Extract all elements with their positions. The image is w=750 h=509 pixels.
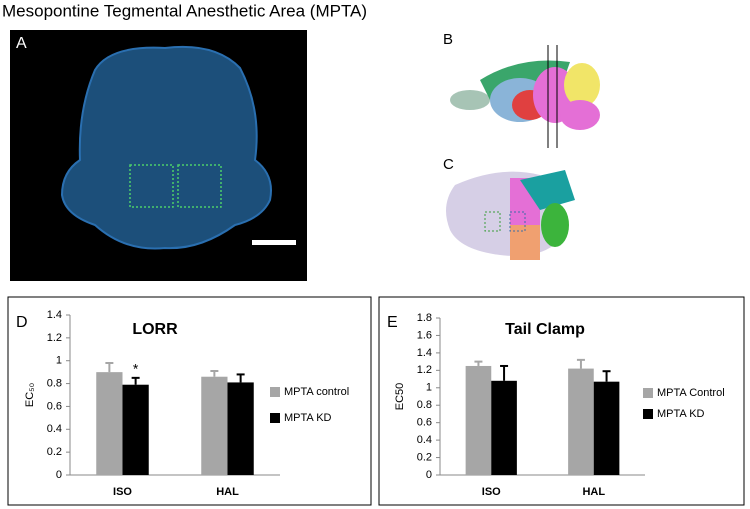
y-tick-label: 0.2 xyxy=(417,451,432,463)
roi-box xyxy=(177,164,222,208)
x-tick-label: HAL xyxy=(216,486,239,498)
y-tick-label: 1 xyxy=(56,355,62,367)
bar xyxy=(201,376,228,475)
bar xyxy=(568,368,594,475)
bar xyxy=(96,372,123,475)
y-tick-label: 1.2 xyxy=(47,332,62,344)
y-axis-label: EC50 xyxy=(394,383,406,411)
y-tick-label: 0.4 xyxy=(417,434,432,446)
panel-label: A xyxy=(16,35,27,52)
legend-swatch xyxy=(270,413,280,423)
y-tick-label: 0.6 xyxy=(417,417,432,429)
y-tick-label: 0.8 xyxy=(47,377,62,389)
chart-title: LORR xyxy=(132,321,178,338)
y-tick-label: 0 xyxy=(56,469,62,481)
legend-swatch xyxy=(270,387,280,397)
panel-label: E xyxy=(387,314,398,331)
brain-atlas-coronal xyxy=(446,170,575,260)
panel-label: B xyxy=(443,31,453,48)
bar xyxy=(227,382,254,475)
panel-label: D xyxy=(16,314,28,331)
y-tick-label: 1.4 xyxy=(47,309,62,321)
y-tick-label: 1.8 xyxy=(417,312,432,324)
brain-section xyxy=(60,45,272,250)
legend-swatch xyxy=(643,388,653,398)
bar xyxy=(593,381,620,475)
panel-label: C xyxy=(443,156,454,173)
bar xyxy=(122,384,149,475)
y-axis-label: EC₅₀ xyxy=(24,383,36,407)
y-tick-label: 1 xyxy=(426,382,432,394)
legend-label: MPTA control xyxy=(284,386,349,398)
y-tick-label: 0.8 xyxy=(417,399,432,411)
y-tick-label: 0.6 xyxy=(47,400,62,412)
x-tick-label: ISO xyxy=(482,486,501,498)
x-tick-label: ISO xyxy=(113,486,132,498)
x-tick-label: HAL xyxy=(582,486,605,498)
scale-bar xyxy=(252,240,296,245)
chart-frame xyxy=(378,296,745,506)
chart-title: Tail Clamp xyxy=(505,321,585,338)
bar xyxy=(465,365,492,475)
y-tick-label: 1.2 xyxy=(417,364,432,376)
y-tick-label: 1.4 xyxy=(417,347,432,359)
roi-box xyxy=(129,164,174,208)
y-tick-label: 1.6 xyxy=(417,329,432,341)
y-tick-label: 0.4 xyxy=(47,423,62,435)
chart-frame xyxy=(7,296,372,506)
significance-mark: * xyxy=(133,361,139,377)
figure-title: Mesopontine Tegmental Anesthetic Area (M… xyxy=(2,1,367,20)
legend-label: MPTA KD xyxy=(657,408,705,420)
legend-label: MPTA Control xyxy=(657,387,725,399)
y-tick-label: 0 xyxy=(426,469,432,481)
legend-label: MPTA KD xyxy=(284,412,332,424)
legend-swatch xyxy=(643,409,653,419)
y-tick-label: 0.2 xyxy=(47,446,62,458)
brain-atlas-sagittal xyxy=(450,45,600,148)
bar xyxy=(491,380,517,475)
